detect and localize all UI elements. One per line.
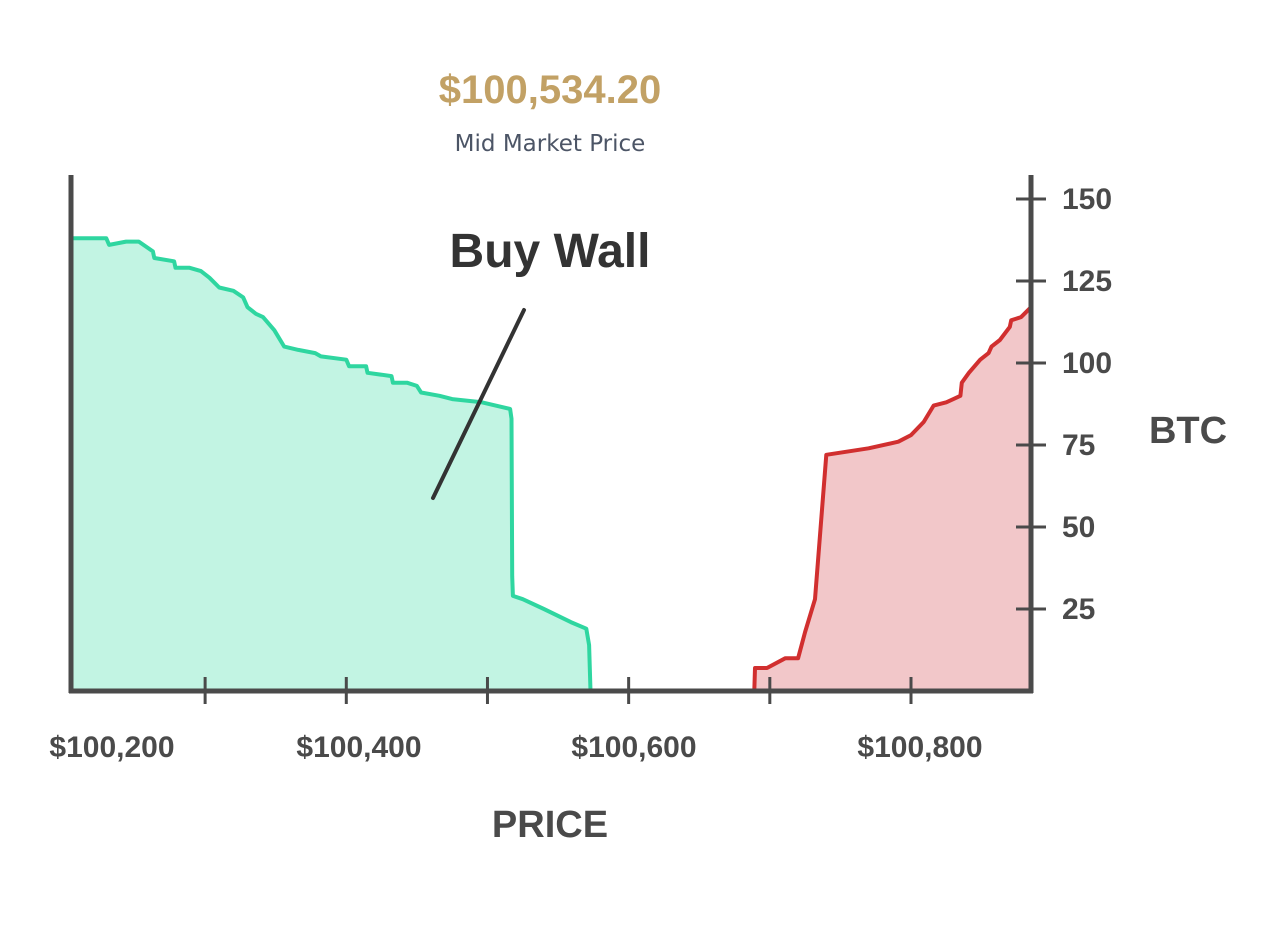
chart-axes (68, 175, 1034, 694)
asks-area (754, 307, 1031, 691)
y-axis-ticks: 25 50 75 100 125 150 (1016, 183, 1112, 626)
y-tick-label: 50 (1062, 511, 1095, 544)
y-tick-label: 150 (1062, 183, 1112, 216)
buy-wall-pointer-line (431, 308, 526, 500)
buy-wall-label: Buy Wall (449, 225, 651, 278)
mid-market-price: $100,534.20 (438, 68, 662, 112)
x-tick-label: $100,800 (857, 731, 982, 764)
x-axis-label: PRICE (491, 804, 609, 846)
y-axis-label: BTC (1148, 410, 1228, 452)
mid-market-price-label: Mid Market Price (454, 131, 646, 157)
y-tick-label: 75 (1062, 429, 1095, 462)
bids-area (71, 238, 591, 692)
x-axis-ticks: $100,200 $100,400 $100,600 $100,800 (49, 677, 983, 764)
y-tick-label: 100 (1062, 347, 1112, 380)
depth-areas (69, 236, 1033, 693)
asks-depth-line (752, 305, 1033, 693)
x-tick-label: $100,400 (296, 731, 421, 764)
bids-depth-line (69, 236, 593, 693)
x-tick-label: $100,200 (49, 731, 174, 764)
x-tick-label: $100,600 (571, 731, 696, 764)
y-tick-label: 25 (1062, 593, 1095, 626)
y-tick-label: 125 (1062, 265, 1112, 298)
